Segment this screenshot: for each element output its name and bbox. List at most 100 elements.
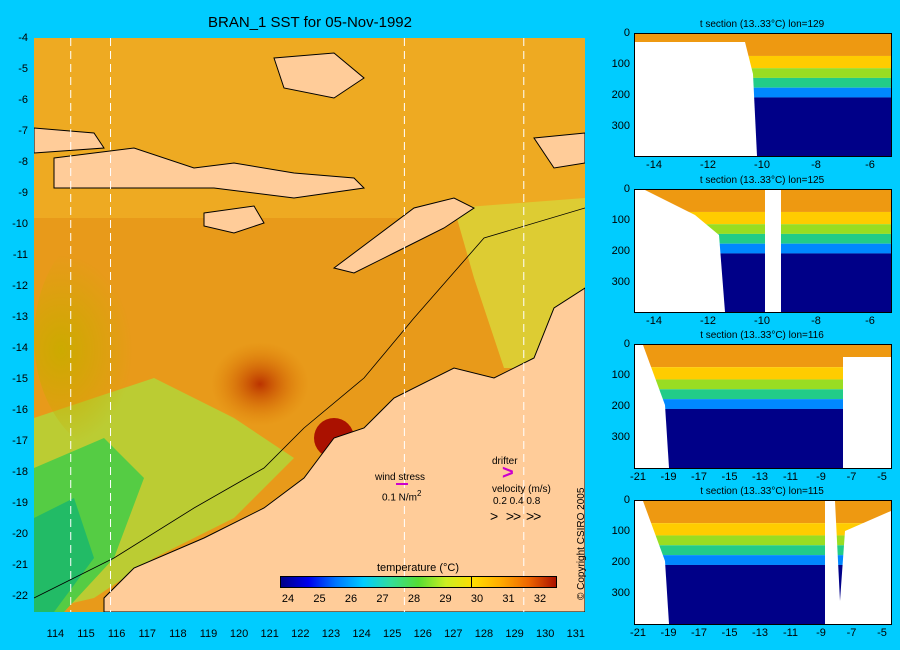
map-x-tick: 116 — [107, 628, 126, 640]
section-y-tick: 100 — [611, 369, 630, 381]
map-x-tick: 120 — [229, 628, 249, 640]
section-x-tick: -17 — [691, 471, 707, 483]
section-x-tick: -6 — [865, 159, 875, 171]
temperature-layer — [635, 87, 891, 98]
section-x-tick: -12 — [700, 159, 716, 171]
section-y-tick: 200 — [611, 556, 630, 568]
section-x-tick: -15 — [721, 471, 738, 483]
section-x-tick: -11 — [782, 471, 799, 483]
section-x-tick: -6 — [865, 315, 875, 327]
section-x-tick: -15 — [721, 627, 738, 639]
section-x-tick: -9 — [816, 471, 826, 483]
temperature-layer — [635, 501, 891, 524]
temperature-layer — [635, 367, 891, 380]
sst-map-canvas — [34, 38, 585, 612]
map-y-tick: -12 — [12, 280, 28, 292]
colorbar-tick: 25 — [313, 593, 326, 605]
map-x-tick: 128 — [474, 628, 494, 640]
section-x-tick: -5 — [877, 471, 887, 483]
colorbar-tick: 26 — [344, 593, 358, 605]
section-x-tick: -14 — [646, 159, 662, 171]
lesser-sunda-islands — [53, 147, 366, 199]
section-x-tick: -7 — [846, 471, 857, 483]
colorbar-tick: 28 — [407, 593, 421, 605]
warm-eddy — [204, 318, 344, 438]
section-y-tick: 100 — [611, 525, 630, 537]
section-x-tick: -21 — [630, 471, 646, 483]
mixed-water — [34, 218, 214, 458]
map-x-tick: 130 — [536, 628, 555, 640]
map-y-tick: -6 — [18, 94, 28, 106]
temperature-layer — [635, 389, 891, 400]
velocity-scale: 0.2 0.4 0.8 — [493, 496, 541, 507]
section-x-tick: -8 — [811, 315, 821, 327]
australia-land — [103, 287, 585, 612]
section-x-tick: -5 — [877, 627, 887, 639]
section-y-tick: 300 — [611, 431, 630, 443]
map-x-tick: 121 — [260, 628, 279, 640]
map-x-tick: 126 — [413, 628, 432, 640]
bathymetry-mask — [635, 190, 725, 312]
velocity-arrows-icon: > >> >> — [490, 508, 541, 524]
section-y-tick: 0 — [623, 183, 630, 195]
bathymetry-mask — [843, 357, 891, 468]
section-x-tick: -13 — [752, 627, 768, 639]
map-x-tick: 127 — [444, 628, 463, 640]
map-title: BRAN_1 SST for 05-Nov-1992 — [208, 14, 412, 31]
section-title: t section (13..33°C) lon=115 — [700, 486, 824, 497]
colorbar — [280, 576, 557, 588]
section-panel[interactable] — [634, 189, 892, 313]
section-x-tick: -19 — [660, 471, 677, 483]
temperature-layer — [635, 224, 891, 234]
section-lines — [70, 38, 525, 612]
map-y-tick: -20 — [12, 528, 28, 540]
section-x-tick: -14 — [646, 315, 662, 327]
colorbar-tick: 32 — [533, 593, 547, 605]
map-x-tick: 117 — [138, 628, 157, 640]
temperature-layer — [635, 399, 891, 409]
section-canvas — [635, 190, 891, 312]
temperature-layer — [635, 345, 891, 368]
section-y-tick: 0 — [623, 27, 630, 39]
section-y-tick: 0 — [623, 338, 630, 350]
map-x-tick: 125 — [382, 628, 402, 640]
section-x-tick: -12 — [700, 315, 716, 327]
map-y-tick: -14 — [12, 342, 28, 354]
section-canvas — [635, 501, 891, 624]
section-panel[interactable] — [634, 500, 892, 625]
wind-stress-arrow — [396, 483, 408, 485]
map-x-tick: 129 — [505, 628, 524, 640]
section-title: t section (13..33°C) lon=129 — [699, 19, 825, 30]
bathymetry-mask — [635, 42, 757, 156]
map-y-tick: -15 — [12, 373, 28, 385]
colorbar-marker — [470, 576, 472, 588]
section-panel[interactable] — [634, 344, 892, 469]
section-panel[interactable] — [634, 33, 892, 157]
map-y-tick: -19 — [12, 497, 28, 509]
bathymetry-mask — [765, 190, 781, 312]
copyright-text: © Copyright CSIRO 2005 — [576, 487, 587, 600]
sst-map[interactable] — [34, 38, 585, 612]
temperature-layer — [635, 555, 891, 565]
map-y-tick: -11 — [12, 249, 28, 261]
section-y-tick: 200 — [611, 245, 630, 257]
colorbar-tick: 30 — [470, 593, 484, 605]
map-y-tick: -21 — [12, 559, 28, 571]
map-x-tick: 119 — [199, 628, 218, 640]
section-y-tick: 0 — [623, 494, 630, 506]
temperature-layer — [635, 379, 891, 390]
map-y-tick: -8 — [18, 156, 28, 168]
sumba-island — [203, 205, 265, 234]
temperature-layer — [635, 190, 891, 212]
java-island — [34, 127, 105, 154]
map-x-tick: 115 — [77, 628, 95, 640]
colorbar-tick: 31 — [502, 593, 515, 605]
wind-stress-label: wind stress — [375, 472, 426, 483]
section-x-tick: -17 — [691, 627, 707, 639]
section-x-tick: -7 — [846, 627, 857, 639]
temperature-layer — [635, 545, 891, 556]
temperature-layer — [635, 233, 891, 244]
map-y-tick: -10 — [12, 218, 28, 230]
velocity-label: velocity (m/s) — [492, 484, 551, 495]
section-y-tick: 300 — [611, 120, 630, 132]
